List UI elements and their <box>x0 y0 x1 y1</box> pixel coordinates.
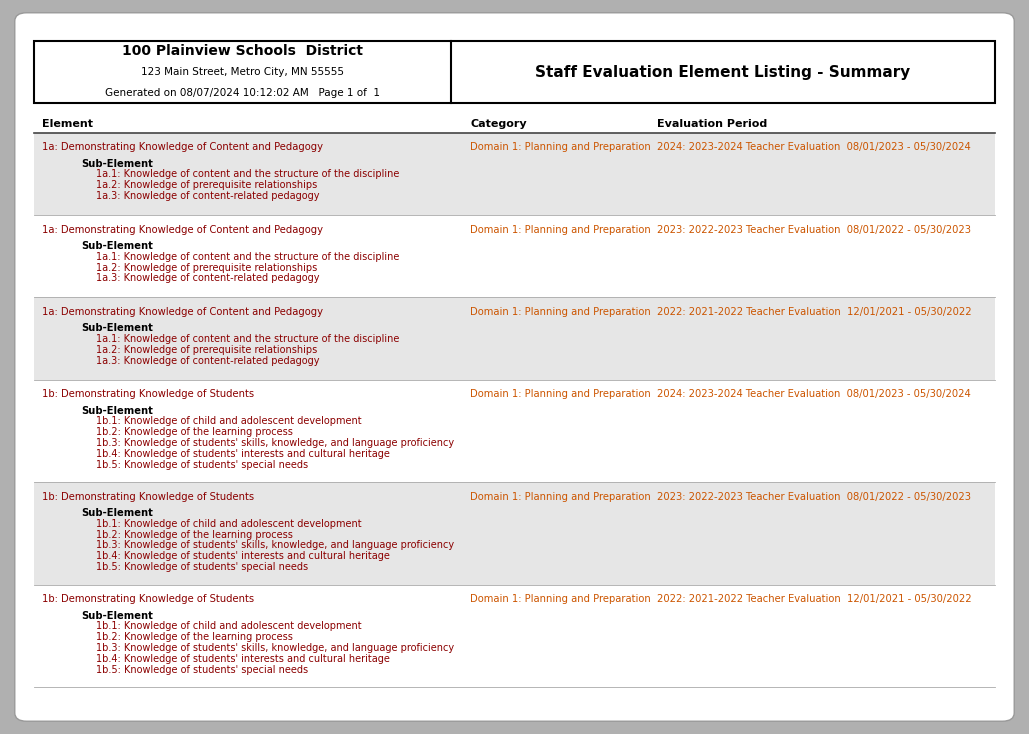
Text: 1b: Demonstrating Knowledge of Students: 1b: Demonstrating Knowledge of Students <box>42 389 254 399</box>
Text: 123 Main Street, Metro City, MN 55555: 123 Main Street, Metro City, MN 55555 <box>141 67 344 77</box>
FancyBboxPatch shape <box>14 12 1015 722</box>
Text: 1b.5: Knowledge of students' special needs: 1b.5: Knowledge of students' special nee… <box>97 664 309 675</box>
Text: 1a.1: Knowledge of content and the structure of the discipline: 1a.1: Knowledge of content and the struc… <box>97 170 400 180</box>
Text: Domain 1: Planning and Preparation: Domain 1: Planning and Preparation <box>470 307 651 317</box>
Bar <box>34 379 995 482</box>
Text: Domain 1: Planning and Preparation: Domain 1: Planning and Preparation <box>470 492 651 502</box>
Text: 1a: Demonstrating Knowledge of Content and Pedagogy: 1a: Demonstrating Knowledge of Content a… <box>42 225 323 235</box>
Bar <box>34 40 995 103</box>
Bar <box>34 584 995 687</box>
Text: 1a: Demonstrating Knowledge of Content and Pedagogy: 1a: Demonstrating Knowledge of Content a… <box>42 307 323 317</box>
Text: Domain 1: Planning and Preparation: Domain 1: Planning and Preparation <box>470 142 651 153</box>
Text: Sub-Element: Sub-Element <box>81 508 153 518</box>
Text: 1b.4: Knowledge of students' interests and cultural heritage: 1b.4: Knowledge of students' interests a… <box>97 448 390 459</box>
Text: Domain 1: Planning and Preparation: Domain 1: Planning and Preparation <box>470 225 651 235</box>
Text: Sub-Element: Sub-Element <box>81 159 153 169</box>
Text: 1b.3: Knowledge of students' skills, knowledge, and language proficiency: 1b.3: Knowledge of students' skills, kno… <box>97 643 455 653</box>
Text: 1a.2: Knowledge of prerequisite relationships: 1a.2: Knowledge of prerequisite relation… <box>97 263 318 272</box>
Text: Sub-Element: Sub-Element <box>81 405 153 415</box>
Text: 2022: 2021-2022 Teacher Evaluation  12/01/2021 - 05/30/2022: 2022: 2021-2022 Teacher Evaluation 12/01… <box>658 307 971 317</box>
Text: Category: Category <box>470 120 527 129</box>
Text: 1a.2: Knowledge of prerequisite relationships: 1a.2: Knowledge of prerequisite relation… <box>97 181 318 190</box>
Text: 1b: Demonstrating Knowledge of Students: 1b: Demonstrating Knowledge of Students <box>42 492 254 502</box>
Text: 100 Plainview Schools  District: 100 Plainview Schools District <box>122 44 363 58</box>
Text: Element: Element <box>42 120 94 129</box>
Text: 1b.1: Knowledge of child and adolescent development: 1b.1: Knowledge of child and adolescent … <box>97 416 362 426</box>
Text: 1b.5: Knowledge of students' special needs: 1b.5: Knowledge of students' special nee… <box>97 459 309 470</box>
Text: 2023: 2022-2023 Teacher Evaluation  08/01/2022 - 05/30/2023: 2023: 2022-2023 Teacher Evaluation 08/01… <box>658 492 971 502</box>
Bar <box>34 297 995 379</box>
Text: 2023: 2022-2023 Teacher Evaluation  08/01/2022 - 05/30/2023: 2023: 2022-2023 Teacher Evaluation 08/01… <box>658 225 971 235</box>
Text: Sub-Element: Sub-Element <box>81 241 153 251</box>
Bar <box>34 133 995 215</box>
Text: 1b.2: Knowledge of the learning process: 1b.2: Knowledge of the learning process <box>97 632 293 642</box>
Text: 1a.1: Knowledge of content and the structure of the discipline: 1a.1: Knowledge of content and the struc… <box>97 334 400 344</box>
Text: 2022: 2021-2022 Teacher Evaluation  12/01/2021 - 05/30/2022: 2022: 2021-2022 Teacher Evaluation 12/01… <box>658 595 971 604</box>
Text: 1a.2: Knowledge of prerequisite relationships: 1a.2: Knowledge of prerequisite relation… <box>97 345 318 355</box>
Text: 1b.3: Knowledge of students' skills, knowledge, and language proficiency: 1b.3: Knowledge of students' skills, kno… <box>97 540 455 550</box>
Text: 1a.3: Knowledge of content-related pedagogy: 1a.3: Knowledge of content-related pedag… <box>97 273 320 283</box>
Text: 1a.1: Knowledge of content and the structure of the discipline: 1a.1: Knowledge of content and the struc… <box>97 252 400 262</box>
Text: Generated on 08/07/2024 10:12:02 AM   Page 1 of  1: Generated on 08/07/2024 10:12:02 AM Page… <box>105 88 380 98</box>
Text: Staff Evaluation Element Listing - Summary: Staff Evaluation Element Listing - Summa… <box>535 65 911 79</box>
Text: 1b: Demonstrating Knowledge of Students: 1b: Demonstrating Knowledge of Students <box>42 595 254 604</box>
Text: 1a: Demonstrating Knowledge of Content and Pedagogy: 1a: Demonstrating Knowledge of Content a… <box>42 142 323 153</box>
Text: 1b.2: Knowledge of the learning process: 1b.2: Knowledge of the learning process <box>97 427 293 437</box>
Text: 1a.3: Knowledge of content-related pedagogy: 1a.3: Knowledge of content-related pedag… <box>97 356 320 366</box>
Text: Domain 1: Planning and Preparation: Domain 1: Planning and Preparation <box>470 595 651 604</box>
Text: 1b.1: Knowledge of child and adolescent development: 1b.1: Knowledge of child and adolescent … <box>97 622 362 631</box>
Text: 1a.3: Knowledge of content-related pedagogy: 1a.3: Knowledge of content-related pedag… <box>97 191 320 201</box>
Text: 1b.1: Knowledge of child and adolescent development: 1b.1: Knowledge of child and adolescent … <box>97 519 362 528</box>
Text: 1b.4: Knowledge of students' interests and cultural heritage: 1b.4: Knowledge of students' interests a… <box>97 551 390 562</box>
Text: Sub-Element: Sub-Element <box>81 323 153 333</box>
Text: 1b.2: Knowledge of the learning process: 1b.2: Knowledge of the learning process <box>97 530 293 539</box>
Text: 1b.5: Knowledge of students' special needs: 1b.5: Knowledge of students' special nee… <box>97 562 309 572</box>
Bar <box>34 215 995 297</box>
Text: 1b.3: Knowledge of students' skills, knowledge, and language proficiency: 1b.3: Knowledge of students' skills, kno… <box>97 438 455 448</box>
Text: Evaluation Period: Evaluation Period <box>658 120 768 129</box>
Text: Domain 1: Planning and Preparation: Domain 1: Planning and Preparation <box>470 389 651 399</box>
Text: 1b.4: Knowledge of students' interests and cultural heritage: 1b.4: Knowledge of students' interests a… <box>97 654 390 664</box>
Text: 2024: 2023-2024 Teacher Evaluation  08/01/2023 - 05/30/2024: 2024: 2023-2024 Teacher Evaluation 08/01… <box>658 389 971 399</box>
Bar <box>34 482 995 584</box>
Text: Sub-Element: Sub-Element <box>81 611 153 620</box>
Text: 2024: 2023-2024 Teacher Evaluation  08/01/2023 - 05/30/2024: 2024: 2023-2024 Teacher Evaluation 08/01… <box>658 142 971 153</box>
